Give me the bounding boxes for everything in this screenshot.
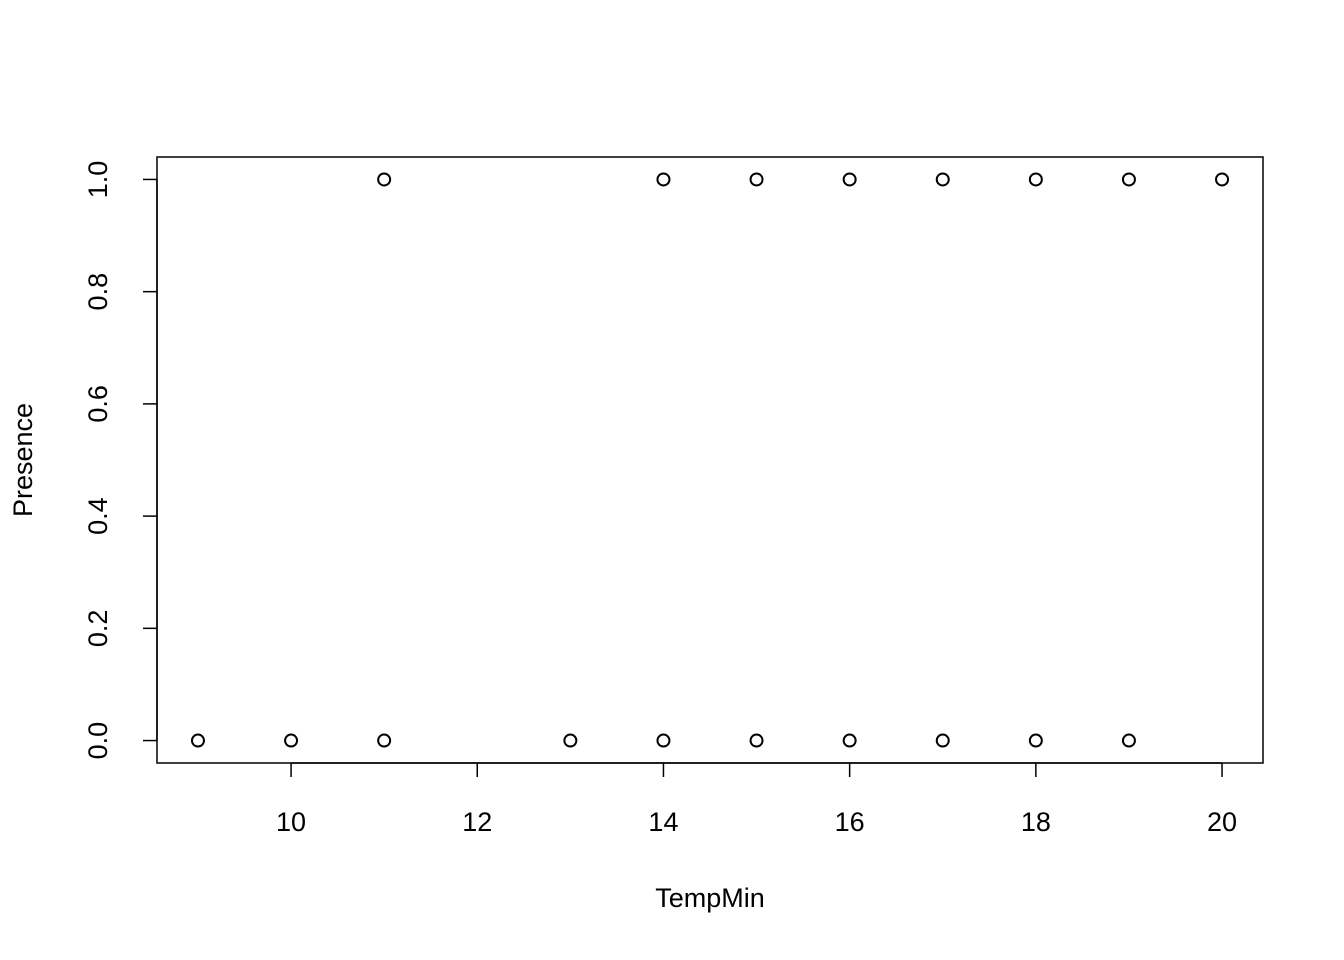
point xyxy=(842,733,857,748)
point xyxy=(377,172,392,187)
point xyxy=(935,733,950,748)
point xyxy=(749,172,764,187)
y-tick-label: 0.4 xyxy=(83,497,113,535)
x-tick-label: 18 xyxy=(1021,807,1051,837)
point xyxy=(1028,733,1043,748)
point xyxy=(935,172,950,187)
point xyxy=(284,733,299,748)
x-tick-label: 12 xyxy=(462,807,492,837)
x-axis-label: TempMin xyxy=(655,883,765,913)
point xyxy=(656,733,671,748)
y-axis-label: Presence xyxy=(8,403,38,517)
point xyxy=(563,733,578,748)
point xyxy=(1121,172,1136,187)
y-tick-label: 1.0 xyxy=(83,161,113,199)
x-tick-label: 14 xyxy=(648,807,678,837)
point xyxy=(749,733,764,748)
y-tick-label: 0.8 xyxy=(83,273,113,311)
point xyxy=(656,172,671,187)
y-tick-label: 0.2 xyxy=(83,610,113,648)
point xyxy=(1028,172,1043,187)
point xyxy=(1215,172,1230,187)
x-tick-label: 10 xyxy=(276,807,306,837)
y-tick-label: 0.6 xyxy=(83,385,113,423)
point xyxy=(1121,733,1136,748)
x-tick-label: 16 xyxy=(835,807,865,837)
point xyxy=(190,733,205,748)
point xyxy=(377,733,392,748)
y-tick-label: 0.0 xyxy=(83,722,113,760)
plot-frame xyxy=(156,156,1264,764)
x-tick-label: 20 xyxy=(1207,807,1237,837)
point xyxy=(842,172,857,187)
